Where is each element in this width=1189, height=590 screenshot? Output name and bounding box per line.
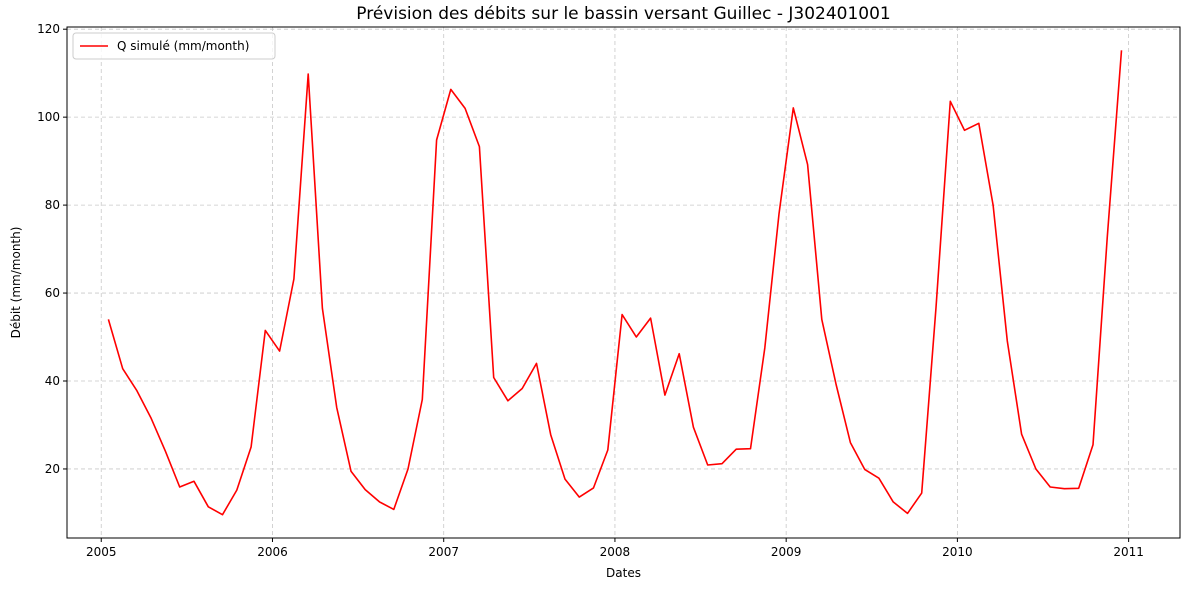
series-line [107, 50, 1123, 516]
legend-box [72, 32, 276, 60]
y-tick-label: 80 [45, 198, 60, 212]
legend: Q simulé (mm/month) [72, 32, 276, 60]
y-tick-label: 120 [37, 22, 60, 36]
legend-entry-label: Q simulé (mm/month) [117, 39, 249, 53]
x-tick-label: 2010 [942, 545, 973, 559]
x-tick-label: 2011 [1113, 545, 1144, 559]
grid-lines [67, 27, 1180, 538]
chart-title: Prévision des débits sur le bassin versa… [356, 4, 890, 24]
x-tick-label: 2005 [86, 545, 117, 559]
plot-frame [66, 26, 1181, 539]
series-layer [107, 50, 1123, 516]
y-tick-label: 40 [45, 374, 60, 388]
y-axis: 20 40 60 80 100 120 [37, 22, 67, 476]
x-axis-label: Dates [606, 566, 641, 580]
y-tick-label: 60 [45, 286, 60, 300]
x-tick-label: 2007 [428, 545, 459, 559]
x-axis: 2005 2006 2007 2008 2009 2010 2011 [86, 538, 1144, 559]
x-tick-label: 2008 [600, 545, 631, 559]
x-tick-label: 2009 [771, 545, 802, 559]
y-tick-label: 100 [37, 110, 60, 124]
y-axis-label: Débit (mm/month) [9, 227, 23, 339]
y-tick-label: 20 [45, 462, 60, 476]
x-tick-label: 2006 [257, 545, 288, 559]
